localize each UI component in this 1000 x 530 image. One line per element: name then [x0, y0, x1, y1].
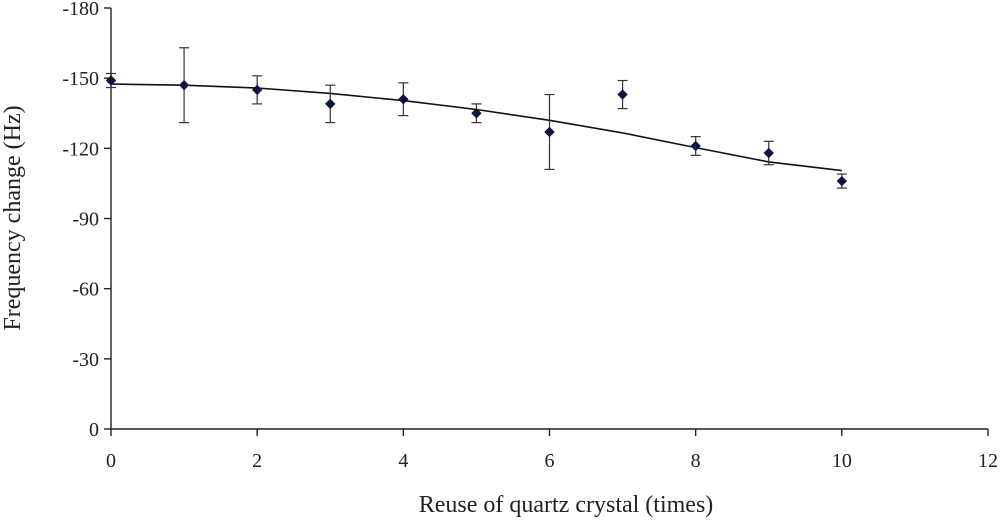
x-tick-label: 0 — [106, 450, 116, 472]
x-tick-label: 4 — [398, 450, 408, 472]
y-tick-label: 0 — [89, 419, 99, 441]
axes — [110, 8, 988, 430]
data-point — [763, 147, 774, 159]
data-point — [471, 108, 482, 119]
data-point — [690, 140, 701, 152]
y-tick-label: -150 — [62, 68, 99, 90]
x-axis-title: Reuse of quartz crystal (times) — [419, 492, 714, 518]
y-tick-label: -90 — [72, 209, 99, 231]
x-tick-label: 10 — [832, 450, 852, 472]
ticks: 0 -30 -60 -90 -120 -150 -180 0 2 4 6 8 10 12 — [62, 0, 998, 472]
data-point — [544, 126, 555, 138]
x-tick-label: 6 — [545, 450, 555, 472]
data-point — [617, 89, 628, 100]
data-point — [398, 94, 409, 105]
series — [105, 47, 848, 189]
y-tick-label: -180 — [62, 0, 99, 20]
trend-line — [110, 83, 842, 172]
x-tick-label: 2 — [252, 450, 262, 472]
y-axis-title: Frequency change (Hz) — [0, 105, 26, 330]
data-point — [105, 75, 117, 86]
data-point — [836, 175, 848, 187]
y-tick-label: -30 — [72, 349, 99, 371]
data-point — [325, 98, 336, 110]
y-tick-label: -60 — [72, 279, 99, 301]
y-tick-label: -120 — [62, 138, 99, 160]
x-tick-label: 12 — [978, 450, 998, 472]
x-tick-label: 8 — [691, 450, 701, 472]
data-point — [251, 84, 263, 96]
data-point — [178, 79, 190, 91]
